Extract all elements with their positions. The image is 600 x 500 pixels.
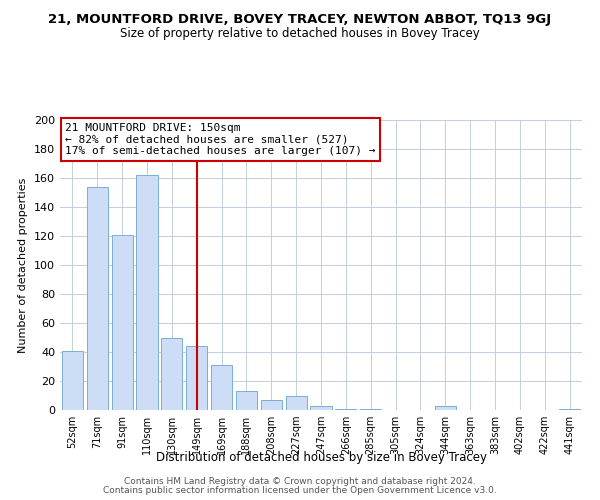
Bar <box>360 408 381 410</box>
Text: Contains public sector information licensed under the Open Government Licence v3: Contains public sector information licen… <box>103 486 497 495</box>
Text: Size of property relative to detached houses in Bovey Tracey: Size of property relative to detached ho… <box>120 28 480 40</box>
Bar <box>211 365 232 410</box>
Bar <box>261 400 282 410</box>
Bar <box>559 408 580 410</box>
Text: 21 MOUNTFORD DRIVE: 150sqm
← 82% of detached houses are smaller (527)
17% of sem: 21 MOUNTFORD DRIVE: 150sqm ← 82% of deta… <box>65 123 376 156</box>
Bar <box>236 391 257 410</box>
Bar <box>161 338 182 410</box>
Bar <box>112 234 133 410</box>
Bar <box>87 186 108 410</box>
Bar <box>186 346 207 410</box>
Bar <box>136 175 158 410</box>
Bar <box>310 406 332 410</box>
Text: Contains HM Land Registry data © Crown copyright and database right 2024.: Contains HM Land Registry data © Crown c… <box>124 477 476 486</box>
Bar <box>435 406 456 410</box>
Bar <box>335 408 356 410</box>
Text: 21, MOUNTFORD DRIVE, BOVEY TRACEY, NEWTON ABBOT, TQ13 9GJ: 21, MOUNTFORD DRIVE, BOVEY TRACEY, NEWTO… <box>49 12 551 26</box>
Text: Distribution of detached houses by size in Bovey Tracey: Distribution of detached houses by size … <box>155 451 487 464</box>
Y-axis label: Number of detached properties: Number of detached properties <box>19 178 28 352</box>
Bar <box>286 396 307 410</box>
Bar <box>62 350 83 410</box>
